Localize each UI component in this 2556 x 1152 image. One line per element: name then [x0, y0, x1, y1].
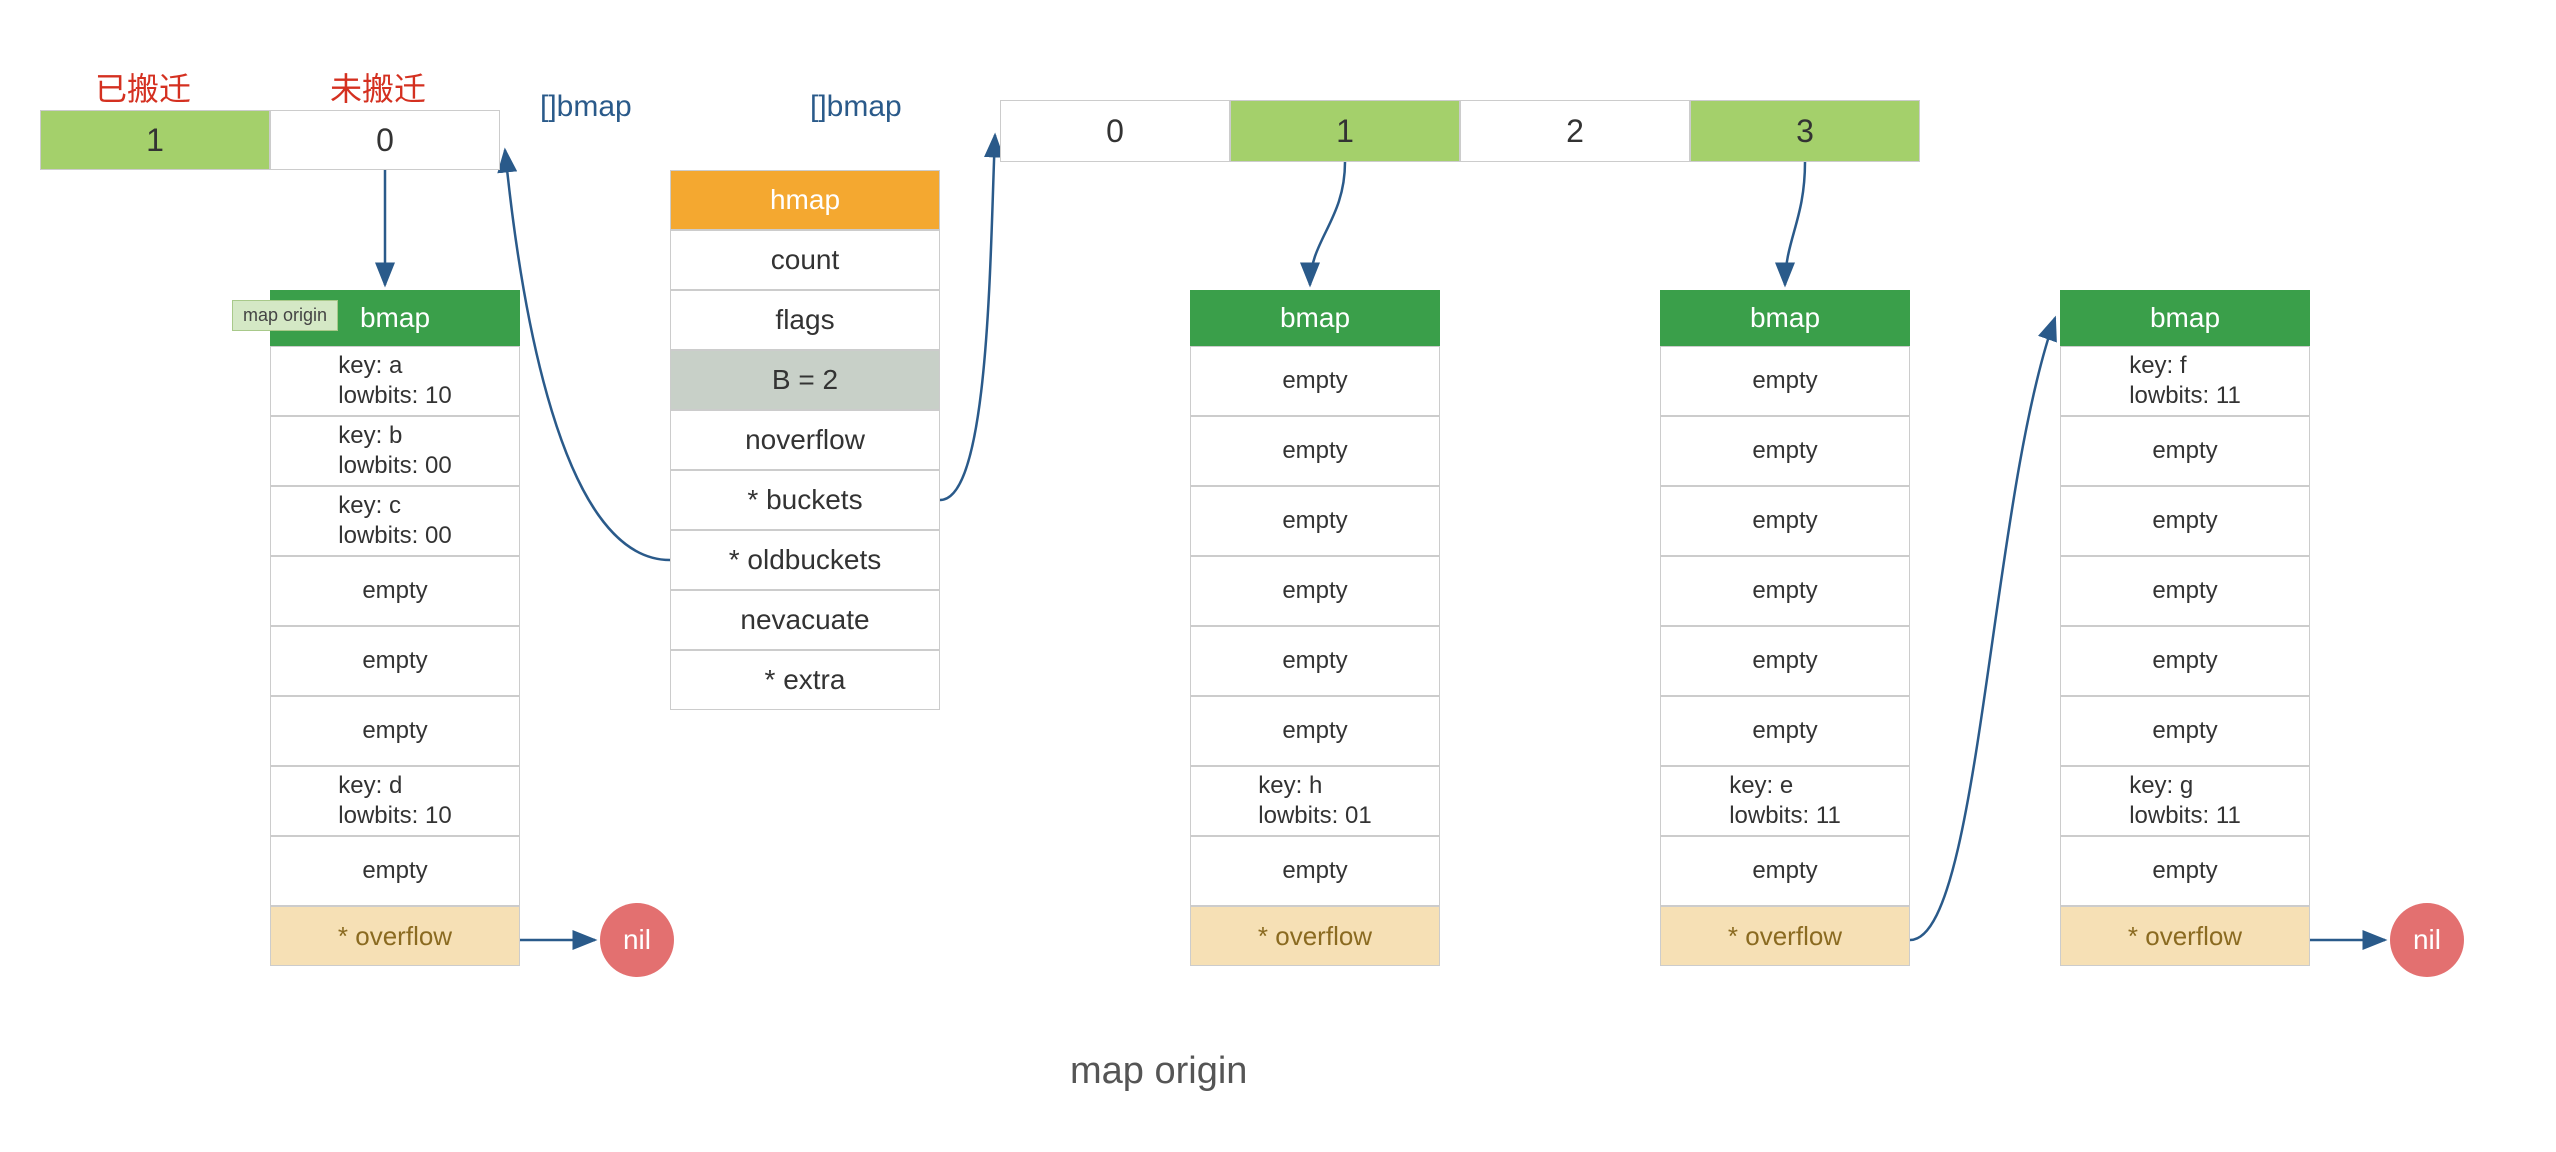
bmap-row: empty	[270, 836, 520, 906]
new-bucket-cell-2: 2	[1460, 100, 1690, 162]
bmap-row: key: e lowbits: 11	[1660, 766, 1910, 836]
bmap-row: empty	[1190, 346, 1440, 416]
hmap-struct: hmap countflagsB = 2noverflow* buckets* …	[670, 170, 940, 710]
new-bucket-cell-1: 1	[1230, 100, 1460, 162]
bmap-row: key: c lowbits: 00	[270, 486, 520, 556]
bmap-row: empty	[1660, 346, 1910, 416]
bmap-header: bmap	[2060, 290, 2310, 346]
bmap-row: key: d lowbits: 10	[270, 766, 520, 836]
bmap-old-0: bmap key: a lowbits: 10key: b lowbits: 0…	[270, 290, 520, 966]
bmap-row: empty	[1190, 836, 1440, 906]
new-buckets-array: 0 1 2 3	[1000, 100, 1920, 162]
caption: map origin	[1070, 1050, 1247, 1093]
bmap-row: empty	[2060, 696, 2310, 766]
bmap-row: empty	[1660, 416, 1910, 486]
bmap-row: empty	[1660, 626, 1910, 696]
hmap-row: nevacuate	[670, 590, 940, 650]
bmap-row: empty	[1190, 486, 1440, 556]
overflow-cell: * overflow	[2060, 906, 2310, 966]
bmap-row: empty	[1190, 416, 1440, 486]
bmap-row: empty	[270, 626, 520, 696]
hmap-row: noverflow	[670, 410, 940, 470]
bmap-row: empty	[1660, 556, 1910, 626]
bmap-row: empty	[2060, 416, 2310, 486]
bmap-row: empty	[270, 696, 520, 766]
bmap-row: empty	[1660, 836, 1910, 906]
bmap-row: empty	[2060, 626, 2310, 696]
old-buckets-array: 1 0	[40, 110, 500, 170]
hmap-row: * oldbuckets	[670, 530, 940, 590]
hmap-header: hmap	[670, 170, 940, 230]
hmap-row: B = 2	[670, 350, 940, 410]
bmap-row: key: h lowbits: 01	[1190, 766, 1440, 836]
hmap-row: count	[670, 230, 940, 290]
bmap-row: empty	[1190, 696, 1440, 766]
new-bucket-cell-0: 0	[1000, 100, 1230, 162]
bmap-row: empty	[2060, 836, 2310, 906]
bmap-header: bmap	[1660, 290, 1910, 346]
nil-circle-left: nil	[600, 903, 674, 977]
overflow-cell: * overflow	[1190, 906, 1440, 966]
hmap-row: * buckets	[670, 470, 940, 530]
bmap-new-3a: bmap emptyemptyemptyemptyemptyemptykey: …	[1660, 290, 1910, 966]
bmap-row: empty	[2060, 486, 2310, 556]
bmap-header: bmap	[1190, 290, 1440, 346]
label-migrated: 已搬迁	[95, 64, 191, 110]
label-not-migrated: 未搬迁	[330, 64, 426, 110]
bmap-row: empty	[1190, 556, 1440, 626]
bmap-new-1: bmap emptyemptyemptyemptyemptyemptykey: …	[1190, 290, 1440, 966]
tooltip-map-origin: map origin	[232, 300, 338, 331]
bmap-array-label-left: []bmap	[540, 90, 632, 124]
overflow-cell: * overflow	[270, 906, 520, 966]
new-bucket-cell-3: 3	[1690, 100, 1920, 162]
bmap-row: key: a lowbits: 10	[270, 346, 520, 416]
nil-circle-right: nil	[2390, 903, 2464, 977]
bmap-row: empty	[1660, 696, 1910, 766]
overflow-cell: * overflow	[1660, 906, 1910, 966]
bmap-row: empty	[1660, 486, 1910, 556]
old-bucket-cell-0: 1	[40, 110, 270, 170]
bmap-row: key: b lowbits: 00	[270, 416, 520, 486]
old-bucket-cell-1: 0	[270, 110, 500, 170]
hmap-row: * extra	[670, 650, 940, 710]
bmap-array-label-right: []bmap	[810, 90, 902, 124]
bmap-row: empty	[1190, 626, 1440, 696]
bmap-row: key: g lowbits: 11	[2060, 766, 2310, 836]
bmap-row: empty	[2060, 556, 2310, 626]
bmap-row: empty	[270, 556, 520, 626]
hmap-row: flags	[670, 290, 940, 350]
bmap-new-3b: bmap key: f lowbits: 11emptyemptyemptyem…	[2060, 290, 2310, 966]
bmap-row: key: f lowbits: 11	[2060, 346, 2310, 416]
